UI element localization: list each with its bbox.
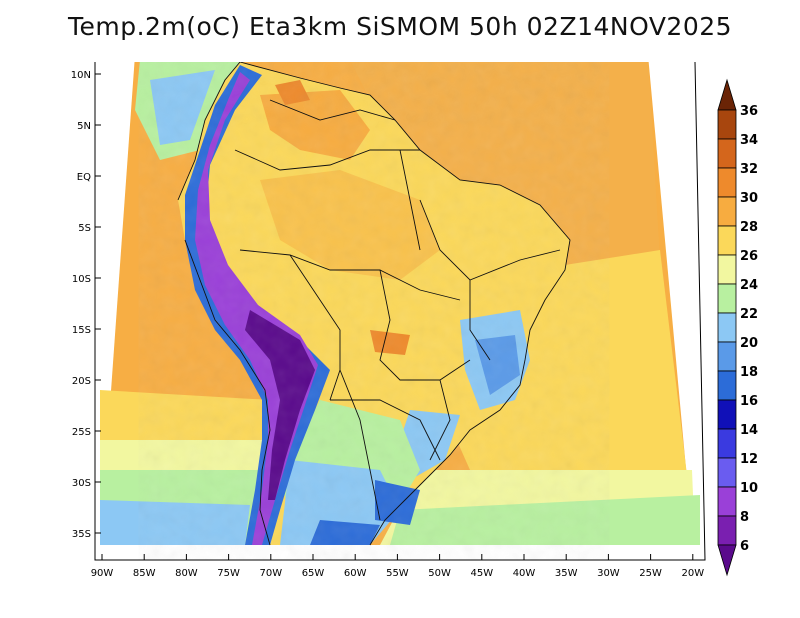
colorbar-segment: [717, 515, 737, 546]
lon-label: 40W: [513, 568, 536, 579]
lon-label: 70W: [259, 568, 282, 579]
lat-label: 5S: [78, 223, 91, 234]
lon-label: 35W: [555, 568, 578, 579]
lat-label: 20S: [72, 376, 91, 387]
lon-label: 90W: [91, 568, 114, 579]
colorbar-segment: [717, 457, 737, 488]
colorbar-label: 26: [740, 249, 758, 264]
colorbar: 36 34 32 30 28 26 24 22 20 18 16 14 12 10 8 6: [717, 78, 758, 577]
colorbar-label: 34: [740, 133, 758, 148]
lat-label: 10S: [72, 274, 91, 285]
lon-label: 75W: [217, 568, 240, 579]
colorbar-segment: [717, 196, 737, 227]
colorbar-top-arrow: [717, 78, 737, 111]
lon-label: 60W: [344, 568, 367, 579]
lat-label: 15S: [72, 325, 91, 336]
country-borders: [177, 62, 571, 546]
lat-label: 5N: [77, 121, 91, 132]
lon-label: 55W: [386, 568, 409, 579]
colorbar-label: 6: [740, 539, 749, 554]
colorbar-label: 10: [740, 481, 758, 496]
colorbar-label: 28: [740, 220, 758, 235]
map-frame: [94, 61, 706, 561]
colorbar-segment: [717, 428, 737, 459]
lon-label: 85W: [133, 568, 156, 579]
south-atlantic-green: [390, 495, 700, 545]
colorbar-segment: [717, 486, 737, 517]
colorbar-label: 22: [740, 307, 758, 322]
lon-label: 25W: [639, 568, 662, 579]
map-domain: [100, 62, 700, 546]
lon-label: 65W: [302, 568, 325, 579]
colorbar-label: 8: [740, 510, 749, 525]
latitude-axis: 10N 5N EQ 5S 10S 15S 20S 25S 30S 35S: [71, 70, 101, 540]
colorbar-segment: [717, 312, 737, 343]
colorbar-segment: [717, 167, 737, 198]
colorbar-label: 16: [740, 394, 758, 409]
lon-label: 50W: [428, 568, 451, 579]
lat-label: 10N: [71, 70, 91, 81]
colorbar-label: 36: [740, 104, 758, 119]
colorbar-segment: [717, 138, 737, 169]
lon-label: 30W: [597, 568, 620, 579]
lat-label: 25S: [72, 427, 91, 438]
lon-label: 20W: [681, 568, 704, 579]
land-texture: [178, 62, 570, 545]
longitude-axis: 90W 85W 80W 75W 70W 65W 60W 55W 50W 45W 40W 35W 30W 2…: [91, 554, 704, 579]
map-title: Temp.2m(oC) Eta3km SiSMOM 50h 02Z14NOV20…: [67, 12, 733, 41]
colorbar-segment: [717, 370, 737, 401]
pacific-south-cool: [100, 500, 250, 545]
colorbar-bottom-arrow: [717, 544, 737, 577]
lat-label: EQ: [77, 172, 91, 183]
colorbar-segment: [717, 109, 737, 140]
colorbar-label: 14: [740, 423, 758, 438]
colorbar-label: 12: [740, 452, 758, 467]
colorbar-label: 24: [740, 278, 758, 293]
colorbar-label: 18: [740, 365, 758, 380]
colorbar-segment: [717, 283, 737, 314]
colorbar-label: 30: [740, 191, 758, 206]
colorbar-label: 32: [740, 162, 758, 177]
lat-label: 30S: [72, 478, 91, 489]
pacific-north-cool: [150, 70, 215, 145]
colorbar-segment: [717, 225, 737, 256]
colorbar-segment: [717, 399, 737, 430]
colorbar-segment: [717, 254, 737, 285]
colorbar-label: 20: [740, 336, 758, 351]
lon-label: 80W: [175, 568, 198, 579]
lon-label: 45W: [470, 568, 493, 579]
colorbar-segment: [717, 341, 737, 372]
lat-label: 35S: [72, 529, 91, 540]
